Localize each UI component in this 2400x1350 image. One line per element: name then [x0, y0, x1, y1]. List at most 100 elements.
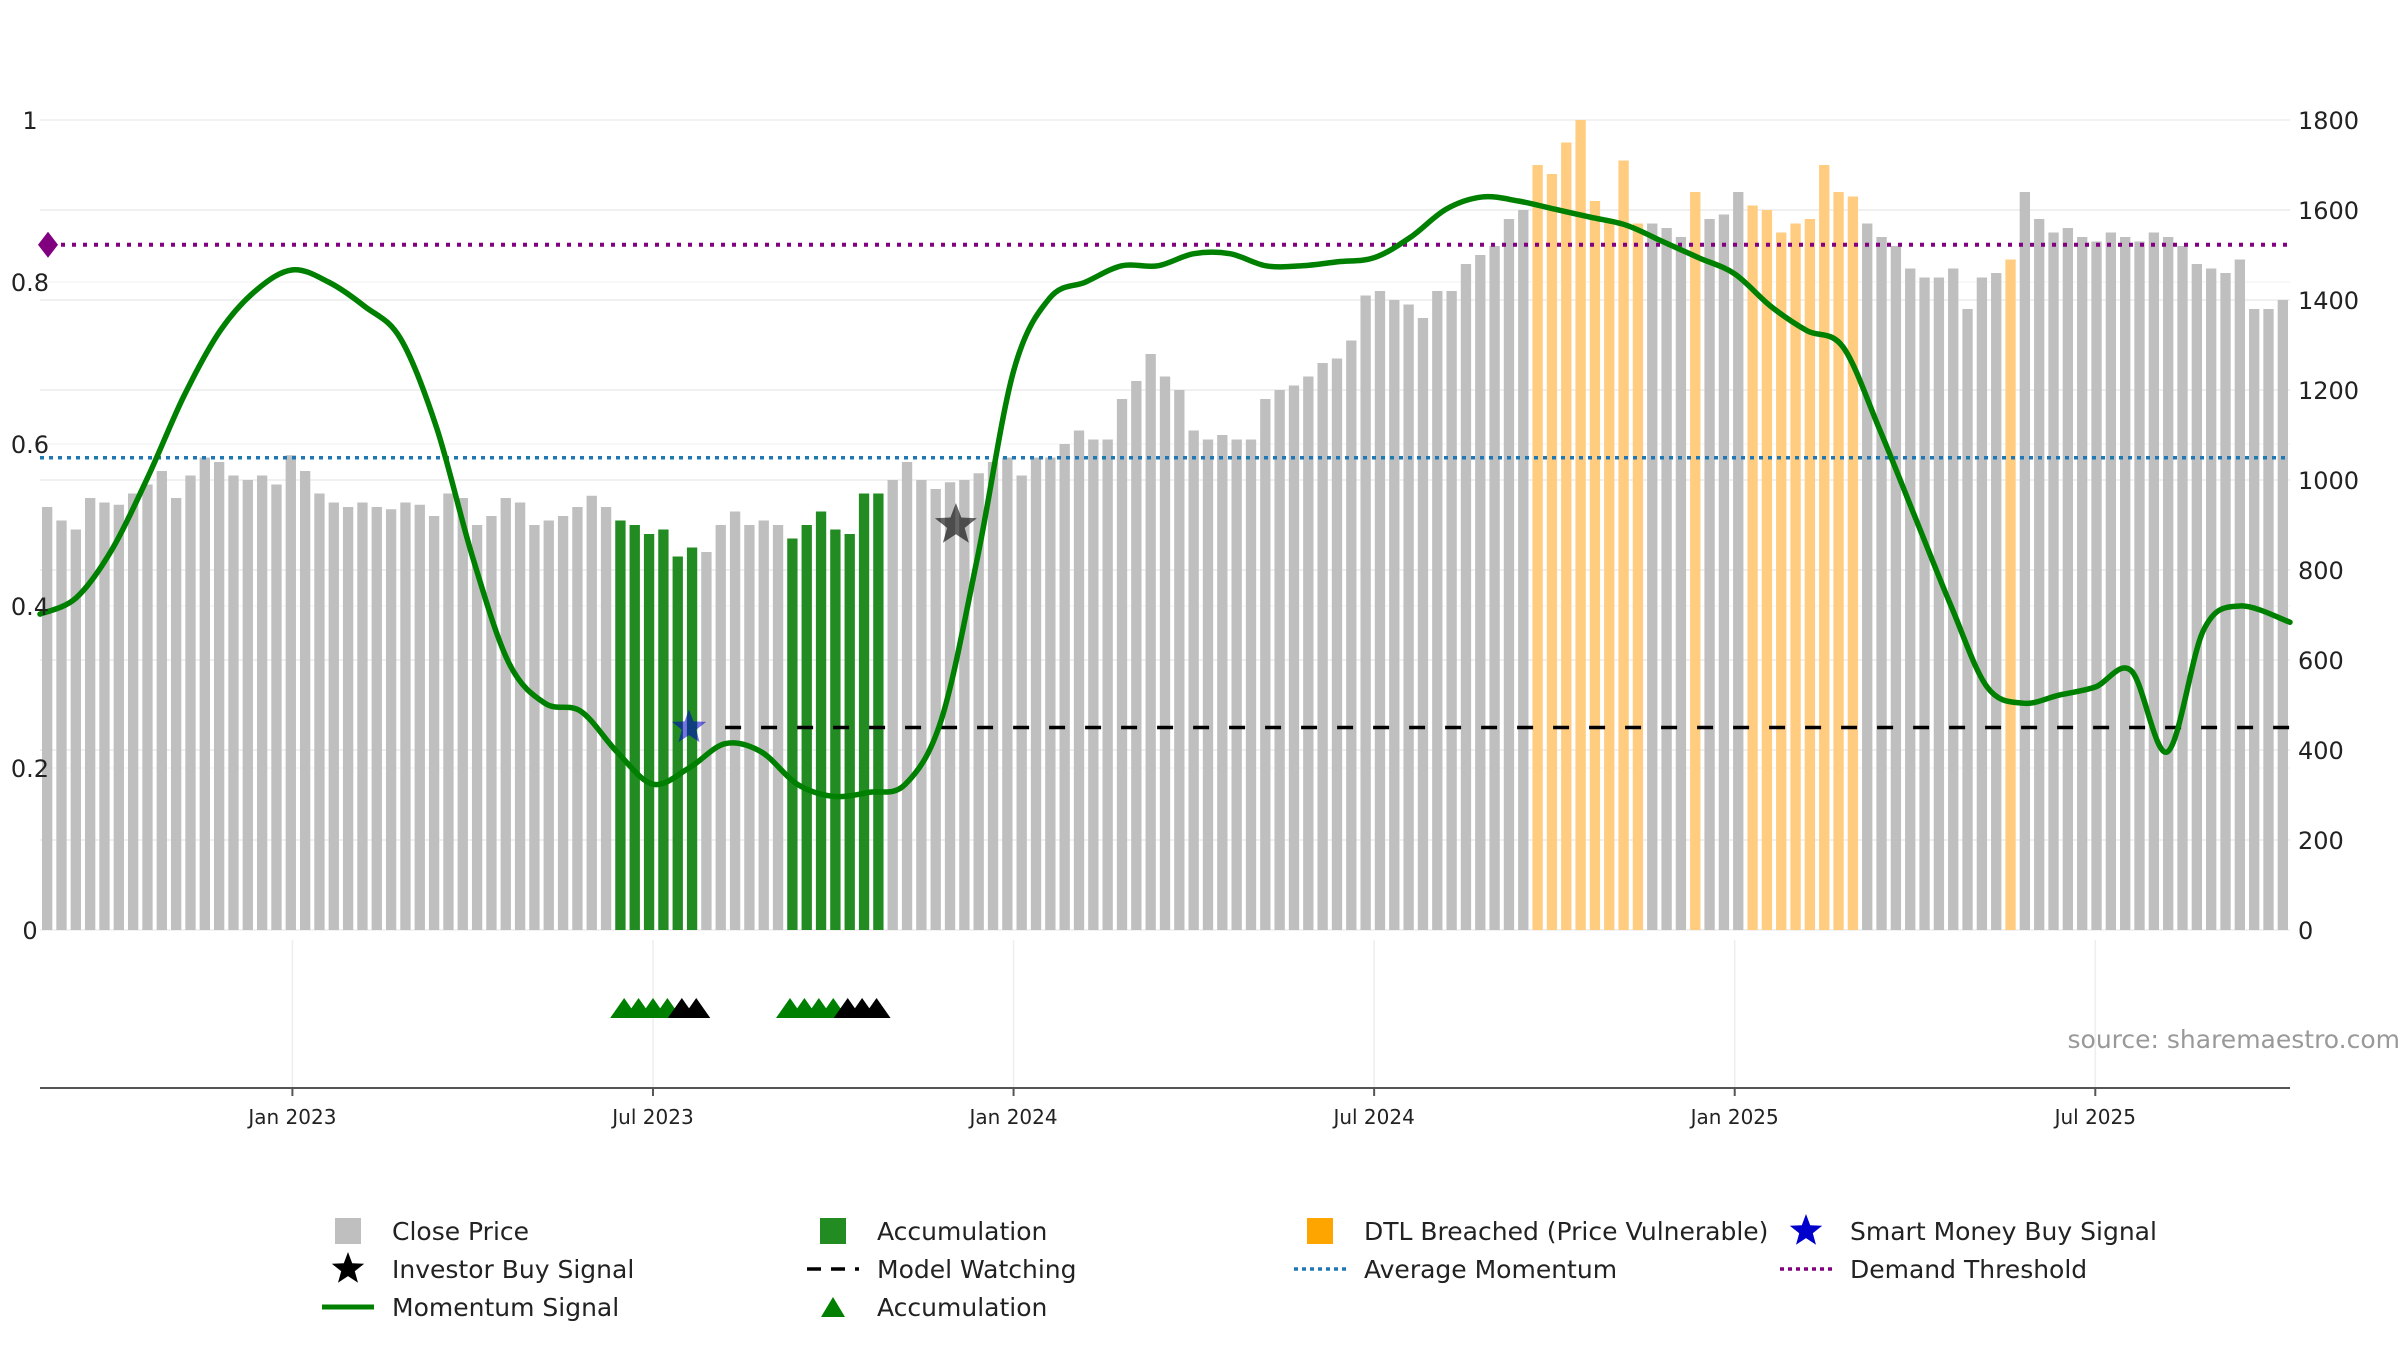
bar-close-price: [1002, 457, 1013, 930]
y-left-tick-label: 0.6: [11, 431, 49, 459]
y-right-tick-label: 200: [2298, 827, 2344, 855]
bar-close-price: [199, 457, 210, 930]
bar-close-price: [1417, 318, 1429, 930]
bar-close-price: [2062, 228, 2074, 930]
legend-swatch-line: [322, 1304, 374, 1310]
bar-close-price: [1073, 430, 1085, 930]
bar-close-price: [127, 493, 139, 930]
legend-label: Model Watching: [877, 1254, 1077, 1284]
accumulation-marker-black: [682, 998, 711, 1018]
x-tick-label: Jul 2024: [1331, 1105, 1414, 1129]
bar-close-price: [342, 507, 354, 930]
bar-accumulation: [787, 538, 798, 930]
bar-dtl-breached: [1804, 219, 1816, 930]
bar-dtl-breached: [1790, 223, 1801, 930]
bar-close-price: [715, 525, 726, 930]
bar-close-price: [1202, 439, 1214, 930]
bar-accumulation: [615, 520, 626, 930]
bar-accumulation: [858, 493, 870, 930]
bar-close-price: [2148, 232, 2160, 930]
bar-close-price: [2234, 259, 2245, 930]
bar-close-price: [1661, 228, 1672, 930]
bar-close-price: [1446, 291, 1457, 930]
bar-close-price: [1346, 340, 1357, 930]
y-right-tick-label: 1000: [2298, 467, 2359, 495]
legend-item-accumulation: Accumulation: [805, 1212, 1047, 1250]
bar-close-price: [744, 525, 755, 930]
accumulation-marker-black: [862, 998, 891, 1018]
legend-item-investor-buy-signal: Investor Buy Signal: [320, 1250, 634, 1288]
bar-close-price: [1389, 300, 1400, 930]
bar-close-price: [42, 507, 53, 930]
bar-close-price: [1016, 475, 1027, 930]
bar-close-price: [113, 504, 124, 930]
bar-close-price: [2191, 264, 2203, 930]
bar-close-price: [758, 520, 769, 930]
bar-close-price: [1059, 444, 1070, 930]
bar-close-price: [385, 509, 397, 930]
legend-item-average-momentum: Average Momentum: [1292, 1250, 1617, 1288]
bar-close-price: [1030, 457, 1042, 930]
bar-close-price: [1045, 457, 1056, 930]
legend-star-icon: [331, 1252, 365, 1283]
bar-close-price: [1188, 430, 1199, 930]
bar-close-price: [901, 462, 913, 930]
bar-close-price: [557, 516, 569, 930]
bar-close-price: [314, 493, 325, 930]
bar-close-price: [2105, 232, 2117, 930]
bar-close-price: [1303, 376, 1314, 930]
bar-close-price: [1159, 376, 1171, 930]
legend-label: Average Momentum: [1364, 1254, 1618, 1284]
bar-close-price: [1976, 277, 1988, 930]
bar-close-price: [1503, 219, 1515, 930]
bar-close-price: [1331, 358, 1343, 930]
bar-close-price: [156, 471, 167, 930]
legend-label: Accumulation: [877, 1292, 1048, 1322]
bar-dtl-breached: [1589, 201, 1601, 930]
bar-close-price: [2034, 219, 2045, 930]
bar-close-price: [1647, 223, 1658, 930]
legend-swatch-dot: [1294, 1267, 1346, 1271]
bar-accumulation: [873, 493, 884, 930]
momentum-signal: [37, 193, 2293, 800]
bar-close-price: [529, 525, 540, 930]
y-right-tick-label: 400: [2298, 737, 2344, 765]
bar-dtl-breached: [1819, 165, 1830, 930]
bar-close-price: [543, 520, 554, 930]
bar-close-price: [256, 475, 268, 930]
bar-close-price: [1991, 273, 2002, 930]
bar-close-price: [1374, 291, 1386, 930]
legend-item-close-price: Close Price: [320, 1212, 529, 1250]
legend-square: [820, 1218, 846, 1244]
buy-signals: [671, 503, 977, 743]
bar-close-price: [973, 473, 984, 930]
momentum-line: [37, 193, 2293, 800]
bar-close-price: [1360, 295, 1371, 930]
legend-label: Investor Buy Signal: [392, 1254, 635, 1284]
legend-label: Demand Threshold: [1850, 1254, 2088, 1284]
bar-close-price: [471, 525, 483, 930]
y-right-tick-label: 600: [2298, 647, 2344, 675]
bar-close-price: [371, 507, 382, 930]
price-bars: [42, 120, 2288, 930]
bar-close-price: [400, 502, 411, 930]
bar-close-price: [1217, 435, 1228, 930]
bar-close-price: [242, 480, 253, 930]
bar-close-price: [600, 507, 612, 930]
legend-swatch-dot: [1780, 1267, 1832, 1271]
bar-close-price: [916, 480, 927, 930]
bar-close-price: [987, 462, 999, 930]
bar-dtl-breached: [1847, 196, 1859, 930]
bar-close-price: [572, 507, 583, 930]
legend-swatch-square: [820, 1218, 846, 1244]
bar-close-price: [170, 498, 182, 930]
y-right-tick-label: 0: [2298, 917, 2313, 945]
y-left-tick-label: 0.8: [11, 269, 49, 297]
smart-money-buy-signal-star: [671, 709, 707, 743]
bar-close-price: [1518, 210, 1529, 930]
legend-square: [1307, 1218, 1333, 1244]
legend-swatch-star: [1789, 1214, 1823, 1245]
legend-swatch-star: [331, 1252, 365, 1283]
bar-close-price: [299, 471, 311, 930]
bar-close-price: [1088, 439, 1099, 930]
